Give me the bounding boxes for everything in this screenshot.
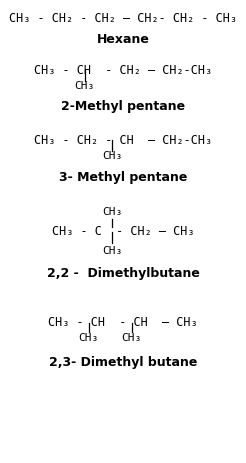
Text: CH₃ - CH₂ - CH₂ – CH₂- CH₂ - CH₃: CH₃ - CH₂ - CH₂ – CH₂- CH₂ - CH₃	[9, 12, 237, 25]
Text: CH₃ - CH  - CH  – CH₃: CH₃ - CH - CH – CH₃	[48, 316, 198, 329]
Text: CH₃: CH₃	[102, 207, 122, 217]
Text: CH₃ - CH₂ - CH  – CH₂-CH₃: CH₃ - CH₂ - CH – CH₂-CH₃	[34, 134, 212, 147]
Text: CH₃: CH₃	[78, 333, 99, 344]
Text: 2,2 -  Dimethylbutane: 2,2 - Dimethylbutane	[46, 267, 200, 280]
Text: 3- Methyl pentane: 3- Methyl pentane	[59, 171, 187, 184]
Text: CH₃: CH₃	[75, 81, 95, 91]
Text: 2,3- Dimethyl butane: 2,3- Dimethyl butane	[49, 356, 197, 369]
Text: CH₃: CH₃	[122, 333, 142, 344]
Text: CH₃ - C  - CH₂ – CH₃: CH₃ - C - CH₂ – CH₃	[52, 225, 194, 238]
Text: CH₃ - CH  - CH₂ – CH₂-CH₃: CH₃ - CH - CH₂ – CH₂-CH₃	[34, 64, 212, 77]
Text: CH₃: CH₃	[102, 246, 122, 256]
Text: CH₃: CH₃	[102, 151, 122, 161]
Text: 2-Methyl pentane: 2-Methyl pentane	[61, 100, 185, 113]
Text: Hexane: Hexane	[97, 33, 149, 46]
